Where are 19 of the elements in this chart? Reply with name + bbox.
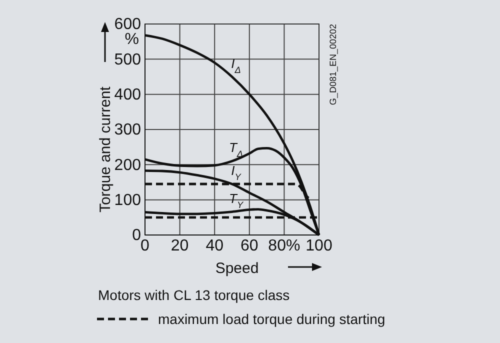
y-tick-label: 200 xyxy=(114,156,142,174)
y-tick-label: 400 xyxy=(114,86,142,104)
x-tick-label: 20 xyxy=(170,237,189,254)
y-tick-label: 600 xyxy=(114,16,142,34)
legend-label: maximum load torque during starting xyxy=(158,311,386,327)
y-axis-title: Torque and current xyxy=(97,86,114,212)
text: G_D081_EN_00202 xyxy=(328,24,338,106)
x-tick-label: 80% xyxy=(268,237,300,254)
series-label: I$_{Y}$ xyxy=(231,163,242,182)
series-label: I$_{Δ}$ xyxy=(231,56,241,75)
x-tick-label: 60 xyxy=(240,237,258,254)
y-tick-label: 100 xyxy=(114,192,142,209)
text: % xyxy=(124,31,139,48)
text: Motors with CL 13 torque class xyxy=(98,287,290,303)
x-axis-title: Speed xyxy=(215,260,259,277)
y-tick-label: 500 xyxy=(114,51,142,68)
x-tick-label: 40 xyxy=(206,237,224,254)
y-tick-label: 300 xyxy=(114,122,142,139)
x-tick-label: 100 xyxy=(306,237,332,254)
